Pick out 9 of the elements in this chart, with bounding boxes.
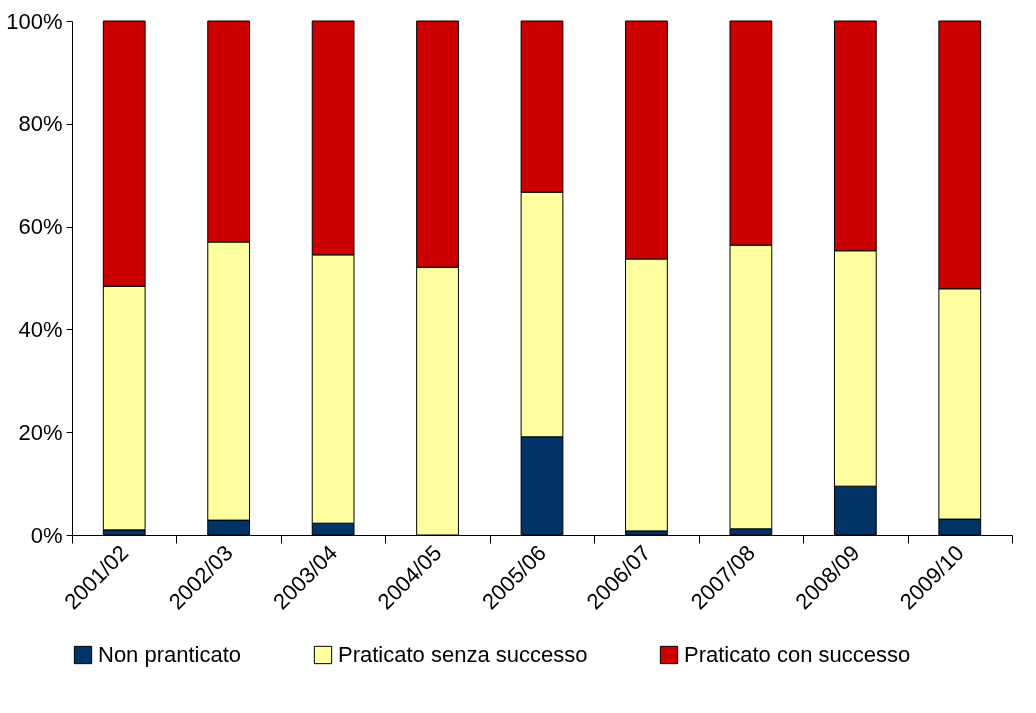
- y-tick-label: 60%: [18, 214, 63, 240]
- y-tick-label: 40%: [18, 316, 63, 342]
- y-tick-label: 0%: [30, 522, 63, 548]
- y-tick-label: 80%: [18, 111, 63, 137]
- legend-label: Non pranticato: [98, 642, 242, 667]
- y-tick-label: 100%: [6, 8, 63, 34]
- legend-label: Praticato con successo: [684, 642, 911, 667]
- y-tick-label: 20%: [18, 419, 63, 445]
- legend-label: Praticato senza successo: [338, 642, 588, 667]
